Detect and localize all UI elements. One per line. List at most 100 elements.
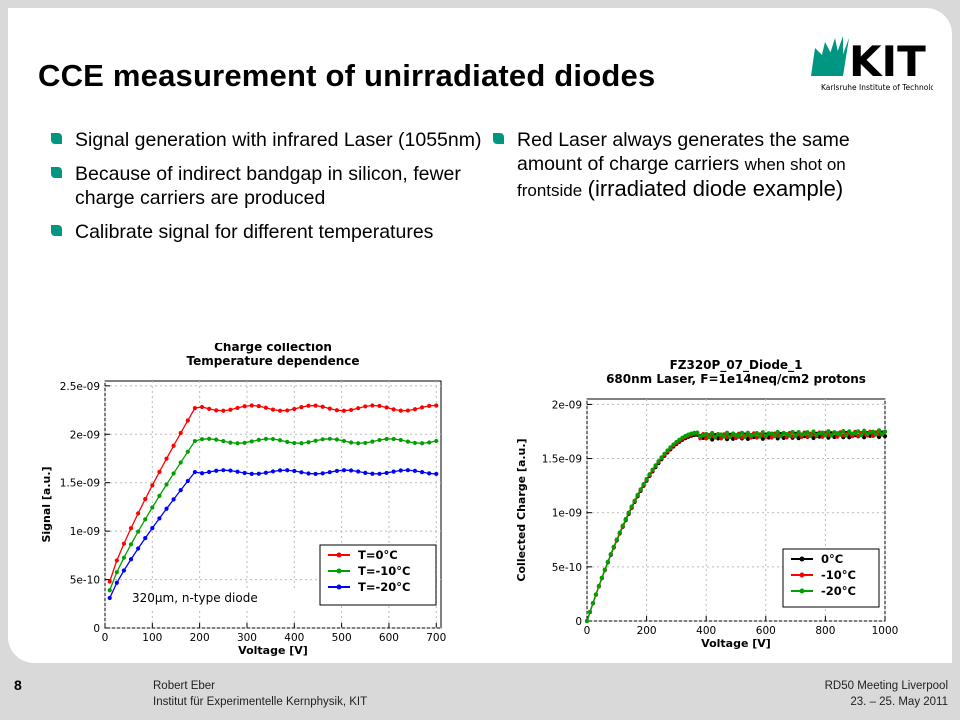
data-point <box>635 492 640 497</box>
data-point <box>299 441 304 446</box>
data-point <box>650 467 655 472</box>
data-point <box>412 468 418 473</box>
legend-marker <box>799 556 805 562</box>
data-point <box>136 511 141 516</box>
data-point <box>727 434 733 440</box>
x-tick-label: 400 <box>696 625 716 637</box>
data-point <box>228 407 233 412</box>
data-point <box>736 433 742 438</box>
data-point <box>419 441 425 446</box>
data-point <box>263 436 269 441</box>
data-point <box>793 434 798 439</box>
bullet-square-icon <box>51 225 62 236</box>
data-point <box>263 405 269 410</box>
data-point <box>121 541 127 546</box>
data-point <box>292 440 297 446</box>
data-point <box>348 407 354 413</box>
data-point <box>363 440 368 446</box>
data-point <box>327 470 332 475</box>
data-point <box>419 470 425 475</box>
x-tick-label: 100 <box>142 632 162 644</box>
x-tick-label: 700 <box>426 632 446 644</box>
x-axis-label: Voltage [V] <box>238 644 308 657</box>
data-point <box>823 433 828 438</box>
data-point <box>879 432 885 437</box>
y-tick-label: 1e-09 <box>70 526 100 538</box>
data-point <box>641 481 646 487</box>
data-point <box>757 434 762 439</box>
bullet-text: Calibrate signal for different temperatu… <box>75 221 434 243</box>
bullet-text: Signal generation with infrared Laser (1… <box>75 129 482 151</box>
data-point <box>754 430 759 436</box>
data-point <box>341 468 347 473</box>
bullet-item: Because of indirect bandgap in silicon, … <box>46 162 486 210</box>
data-point <box>285 408 290 413</box>
chart-subtitle: 680nm Laser, F=1e14neq/cm2 protons <box>606 372 866 386</box>
data-point <box>838 432 843 437</box>
author-name: Robert Eber <box>153 680 216 692</box>
data-point <box>677 437 682 442</box>
data-point <box>419 405 425 410</box>
legend-marker <box>336 584 342 590</box>
data-point <box>164 456 169 461</box>
data-point <box>235 469 240 474</box>
data-point <box>862 428 867 433</box>
data-point <box>128 526 134 531</box>
legend-label: T=0°C <box>358 548 398 562</box>
data-point <box>384 436 389 442</box>
data-point <box>808 433 813 438</box>
data-point <box>859 433 864 438</box>
data-point <box>235 405 240 411</box>
bullet-item: Calibrate signal for different temperatu… <box>46 220 486 244</box>
data-point <box>391 407 396 412</box>
data-point <box>384 470 389 476</box>
kit-logo: KIT Karlsruhe Institute of Technology <box>811 36 933 92</box>
data-point <box>356 469 361 474</box>
data-point <box>299 405 304 410</box>
data-point <box>605 559 610 564</box>
data-point <box>876 428 882 433</box>
data-point <box>292 468 297 474</box>
data-point <box>614 537 619 542</box>
data-point <box>164 506 169 511</box>
data-point <box>320 404 325 409</box>
data-point <box>829 433 834 438</box>
bullet-text: Because of indirect bandgap in silicon, … <box>75 163 461 209</box>
data-point <box>370 439 375 444</box>
data-point <box>599 575 604 580</box>
data-point <box>121 555 127 560</box>
data-point <box>853 431 858 436</box>
kit-logo-subtitle: Karlsruhe Institute of Technology <box>821 83 933 92</box>
data-point <box>434 438 439 444</box>
data-point <box>721 434 727 439</box>
bullet-item: Red Laser always generates the same amou… <box>488 128 908 203</box>
footer-meeting: RD50 Meeting Liverpool 23. – 25. May 201… <box>825 678 948 710</box>
data-point <box>623 516 628 522</box>
annotation-bg <box>128 588 316 610</box>
legend-marker <box>336 552 342 558</box>
data-point <box>306 440 311 445</box>
legend-marker <box>799 588 805 594</box>
legend-label: -10°C <box>821 568 856 582</box>
y-tick-label: 1.5e-09 <box>542 454 582 466</box>
x-tick-label: 300 <box>237 632 257 644</box>
data-point <box>850 431 855 436</box>
bullet-text-small: when shot on frontside <box>517 155 846 200</box>
data-point <box>214 468 219 473</box>
data-point <box>136 529 141 534</box>
annotation-text: 320µm, n-type diode <box>132 591 258 605</box>
data-point <box>742 434 748 440</box>
data-point <box>844 433 849 438</box>
data-point <box>313 471 318 477</box>
data-point <box>644 476 649 482</box>
data-point <box>348 468 354 473</box>
data-point <box>745 430 751 435</box>
data-point <box>143 517 148 522</box>
data-point <box>617 530 622 535</box>
data-point <box>185 418 190 423</box>
y-axis-label: Collected Charge [a.u.] <box>515 438 528 581</box>
data-point <box>674 439 679 445</box>
data-point <box>370 471 375 476</box>
data-point <box>107 588 112 593</box>
